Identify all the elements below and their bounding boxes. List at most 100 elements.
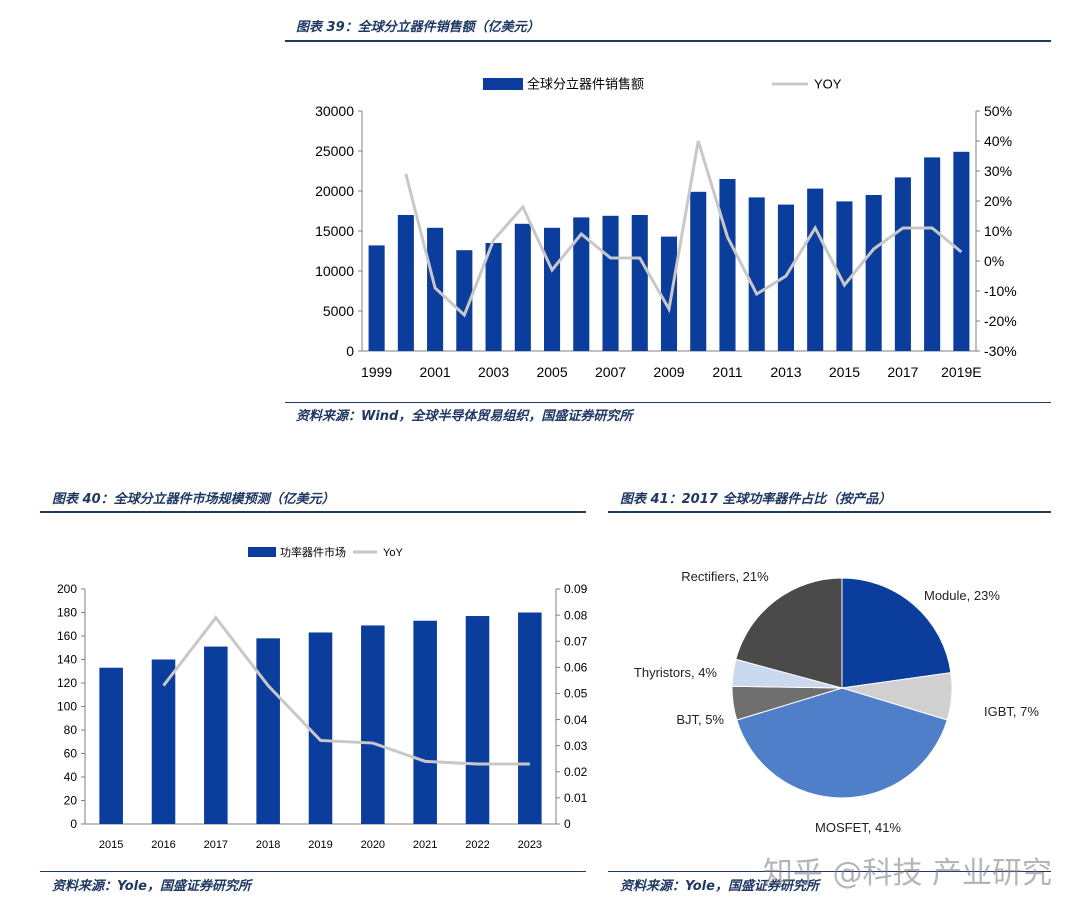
chart39-bar-2018: [924, 157, 941, 351]
chart39-bar-2012: [748, 197, 765, 351]
chart39-right-tick-label: 0%: [984, 253, 1004, 269]
chart39-left-tick-label: 15000: [315, 223, 354, 239]
chart39-right-tick-label: -20%: [984, 313, 1017, 329]
chart39-x-tick-label: 2003: [478, 364, 509, 380]
chart39-bar-2004: [514, 223, 531, 351]
chart39-left-tick-label: 25000: [315, 143, 354, 159]
chart39-left-tick-label: 20000: [315, 183, 354, 199]
chart39-bar-2008: [631, 215, 648, 351]
chart40-bar-2023: [518, 612, 542, 824]
chart39-x-tick-label: 2015: [829, 364, 860, 380]
chart39-legend-line-label: YOY: [814, 77, 842, 92]
chart39-bar-2006: [573, 217, 590, 351]
chart40-left-tick-label: 200: [57, 582, 77, 596]
pie-slice-rectifiers: [735, 577, 843, 689]
chart40-x-tick-label: 2018: [256, 839, 280, 851]
figure41-bottom-rule: [608, 871, 1051, 872]
chart40-bar-2017: [204, 646, 228, 824]
pie-label-igbt: IGBT, 7%: [984, 704, 1039, 719]
chart39-bar-2000: [397, 215, 414, 351]
chart40-left-tick-label: 120: [57, 676, 77, 690]
chart39-x-tick-label: 2013: [770, 364, 801, 380]
chart40-bar-2019: [308, 632, 333, 824]
chart39-right-tick-label: 10%: [984, 223, 1012, 239]
chart39-x-tick-label: 1999: [361, 364, 392, 380]
chart40-left-tick-label: 160: [57, 629, 77, 643]
chart39-x-tick-label: 2005: [536, 364, 567, 380]
chart39-bar-2002: [456, 250, 473, 351]
chart40-right-tick-label: 0.06: [564, 661, 588, 675]
chart39-right-tick-label: 20%: [984, 193, 1012, 209]
chart40-x-tick-label: 2021: [413, 839, 437, 851]
chart40-x-tick-label: 2023: [518, 839, 542, 851]
chart40-x-tick-label: 2016: [151, 839, 175, 851]
chart39-bar-2014: [807, 188, 824, 351]
chart39-x-tick-label: 2001: [420, 364, 451, 380]
pie-slice-module: [841, 577, 952, 689]
chart40-x-tick-label: 2022: [465, 839, 489, 851]
chart40-x-tick-label: 2015: [99, 839, 123, 851]
pie-label-thyristors: Thyristors, 4%: [634, 665, 718, 680]
chart40-left-tick-label: 20: [64, 794, 78, 808]
chart39-bar-1999: [368, 245, 385, 351]
chart40-bar-2022: [465, 616, 490, 824]
figure40-source: 资料来源：Yole，国盛证券研究所: [52, 879, 251, 894]
chart40-bar-2018: [256, 638, 280, 824]
chart39-bar-2017: [894, 177, 911, 351]
chart40-x-tick-label: 2019: [308, 839, 332, 851]
chart40-yoy-line: [162, 615, 530, 766]
figure39-title: 图表 39：全球分立器件销售额（亿美元）: [296, 20, 540, 35]
chart39-right-tick-label: -30%: [984, 343, 1017, 359]
pie-label-mosfet: MOSFET, 41%: [815, 820, 901, 835]
chart39-legend-bar-label: 全球分立器件销售额: [527, 77, 644, 92]
pie-label-rectifiers: Rectifiers, 21%: [681, 569, 769, 584]
chart39-left-tick-label: 5000: [323, 303, 354, 319]
figure40-bottom-rule: [40, 871, 586, 872]
chart40-right-tick-label: 0.04: [564, 713, 588, 727]
chart40-right-tick-label: 0: [564, 817, 571, 831]
chart39-yoy-line: [404, 140, 963, 318]
chart39-left-tick-label: 30000: [315, 103, 354, 119]
chart39-right-tick-label: -10%: [984, 283, 1017, 299]
chart40-left-tick-label: 140: [57, 653, 77, 667]
figure41-title: 图表 41：2017 全球功率器件占比（按产品）: [620, 492, 892, 507]
chart40-left-tick-label: 180: [57, 606, 77, 620]
chart40-x-tick-label: 2017: [204, 839, 228, 851]
watermark-text: 知乎 @科技 产业研究: [762, 856, 1052, 891]
chart39-right-tick-label: 50%: [984, 103, 1012, 119]
pie-label-bjt: BJT, 5%: [676, 712, 724, 727]
chart40-right-tick-label: 0.01: [564, 791, 588, 805]
chart39-bar-2007: [602, 215, 619, 351]
chart40-legend-bar-swatch: [248, 547, 276, 557]
chart39-bar-2003: [485, 243, 502, 351]
figure39-source: 资料来源：Wind，全球半导体贸易组织，国盛证券研究所: [296, 409, 633, 424]
chart40-left-tick-label: 60: [64, 747, 78, 761]
chart39-right-tick-label: 40%: [984, 133, 1012, 149]
chart40-bar-2016: [151, 659, 176, 824]
chart39-x-tick-label: 2019E: [941, 364, 981, 380]
figure39-chart: 0 5000 10000 15000 20000 25000 30000 -30% -20% -1…: [315, 77, 1017, 380]
chart40-right-tick-label: 0.08: [564, 608, 588, 622]
figure39-top-rule: [285, 40, 1051, 42]
chart39-bar-2016: [865, 195, 882, 351]
chart40-left-tick-label: 40: [64, 770, 78, 784]
chart40-right-tick-label: 0.09: [564, 582, 588, 596]
chart39-right-tick-label: 30%: [984, 163, 1012, 179]
chart40-right-tick-label: 0.07: [564, 634, 588, 648]
chart39-x-tick-label: 2017: [887, 364, 918, 380]
chart39-bar-2010: [690, 191, 707, 351]
chart39-left-tick-label: 0: [346, 343, 354, 359]
chart40-left-tick-label: 80: [64, 723, 78, 737]
chart40-x-tick-label: 2020: [361, 839, 385, 851]
chart39-bar-2013: [777, 204, 794, 351]
chart40-legend-bar-label: 功率器件市场: [280, 545, 346, 559]
chart40-bar-2015: [99, 667, 123, 824]
chart39-x-tick-label: 2009: [653, 364, 684, 380]
pie-label-module: Module, 23%: [924, 588, 1000, 603]
chart39-legend-bar-swatch: [483, 78, 523, 90]
chart39-bar-2009: [660, 236, 678, 351]
chart40-right-tick-label: 0.03: [564, 739, 588, 753]
figure40-top-rule: [40, 511, 586, 513]
